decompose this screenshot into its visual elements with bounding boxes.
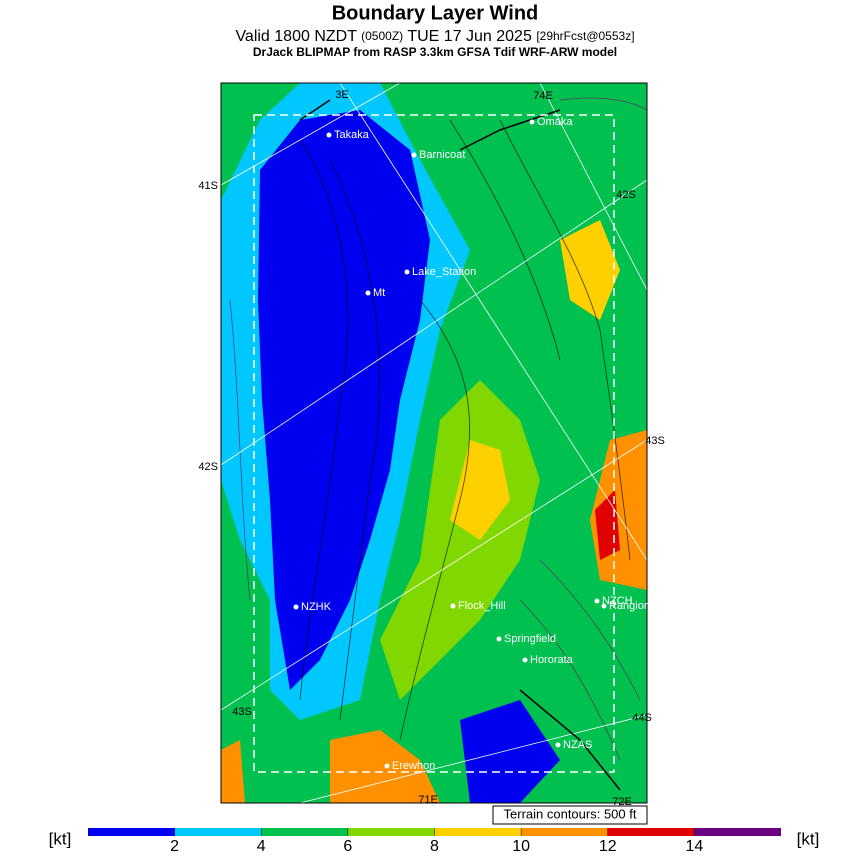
map: Takaka Barnicoat Omaka Lake_Station Mt NZHK Fl…: [198, 82, 665, 825]
colorbar-bin: [261, 828, 348, 836]
title: Boundary Layer Wind: [332, 2, 539, 24]
place-dot: [411, 152, 417, 158]
field-blue: [460, 700, 560, 803]
terrain-note: Terrain contours: 500 ft: [504, 806, 637, 821]
terrain-contours: [299, 119, 631, 741]
colorbar-tick-label: 6: [343, 838, 352, 855]
place-label: Springfield: [504, 633, 556, 645]
graticule-labels: 3E 74E 41S 42S 42S 43S 43S 44S 71E 72E: [198, 89, 664, 808]
colorbar-tick-label: 10: [512, 838, 530, 855]
model: DrJack BLIPMAP from RASP 3.3km GFSA Tdif…: [253, 45, 617, 59]
graticule-label: 42S: [198, 461, 218, 473]
place-label: Omaka: [537, 116, 573, 128]
place-label: Takaka: [334, 129, 370, 141]
place-label: NZHK: [301, 601, 332, 613]
forecast: [29hrFcst@0553z]: [536, 29, 634, 43]
field-blue: [258, 110, 430, 690]
graticule-label: 3E: [335, 89, 348, 101]
place-label: Flock_Hill: [458, 600, 506, 612]
place-dot: [384, 763, 390, 769]
place-label: Lake_Station: [412, 266, 476, 278]
colorbar: [kt] [kt] 2 4 6 8 10 12 14: [49, 828, 820, 855]
place-dot: [365, 290, 371, 296]
place-dot: [450, 603, 456, 609]
place-label: Barnicoat: [419, 149, 465, 161]
place-label: Mt: [373, 287, 385, 299]
colorbar-bin: [347, 828, 435, 836]
graticule-label: 43S: [232, 706, 252, 718]
place-dot: [404, 269, 410, 275]
coastline: [299, 99, 621, 791]
terrain-box: [492, 805, 648, 825]
field-yellow: [560, 220, 620, 320]
graticule: [221, 83, 647, 803]
graticule-label: 41S: [198, 180, 218, 192]
utc: (0500Z): [361, 29, 403, 43]
colorbar-tick-label: 14: [685, 838, 703, 855]
colorbar-bin: [434, 828, 522, 836]
colorbar-tick-label: 4: [257, 838, 266, 855]
place-label: NZAS: [563, 739, 592, 751]
place-dot: [522, 657, 528, 663]
graticule-label: 42S: [616, 189, 636, 201]
colorbar-tick-label: 2: [170, 838, 179, 855]
place-label: NZCH: [602, 595, 633, 607]
unit-right: [kt]: [797, 829, 820, 848]
places: Takaka Barnicoat Omaka Lake_Station Mt NZHK Fl…: [293, 116, 655, 772]
place-dot: [594, 598, 600, 604]
colorbar-bin: [607, 828, 695, 836]
place-dot: [496, 636, 502, 642]
graticule-label: 74E: [533, 90, 553, 102]
graticule-label: 72E: [612, 796, 632, 808]
place-label: Rangiora: [609, 600, 655, 612]
colorbar-tick-label: 12: [599, 838, 617, 855]
colorbar-bin: [88, 828, 175, 836]
map-frame: [220, 82, 648, 804]
colorbar-bin: [174, 828, 262, 836]
place-label: Hororata: [530, 654, 574, 666]
field-orange: [221, 740, 245, 803]
place-dot: [293, 604, 299, 610]
field-yellow: [450, 440, 510, 540]
place-dot: [326, 132, 332, 138]
streamlines: [229, 97, 647, 761]
graticule-label: 44S: [632, 712, 652, 724]
subtitle: Valid 1800 NZDT (0500Z) TUE 17 Jun 2025 …: [235, 28, 634, 45]
place-dot: [529, 119, 535, 125]
place-label: Erewhon: [392, 760, 435, 772]
colorbar-bin: [694, 828, 781, 836]
date: TUE 17 Jun 2025: [407, 28, 532, 45]
graticule-label: 71E: [418, 794, 438, 806]
graticule-label: 43S: [645, 435, 665, 447]
place-dot: [555, 742, 561, 748]
place-dot: [601, 603, 607, 609]
unit-left: [kt]: [49, 829, 72, 848]
valid: Valid 1800 NZDT: [235, 28, 357, 45]
colorbar-bin: [521, 828, 608, 836]
inner-domain: [253, 114, 615, 773]
colorbar-tick-label: 8: [430, 838, 439, 855]
